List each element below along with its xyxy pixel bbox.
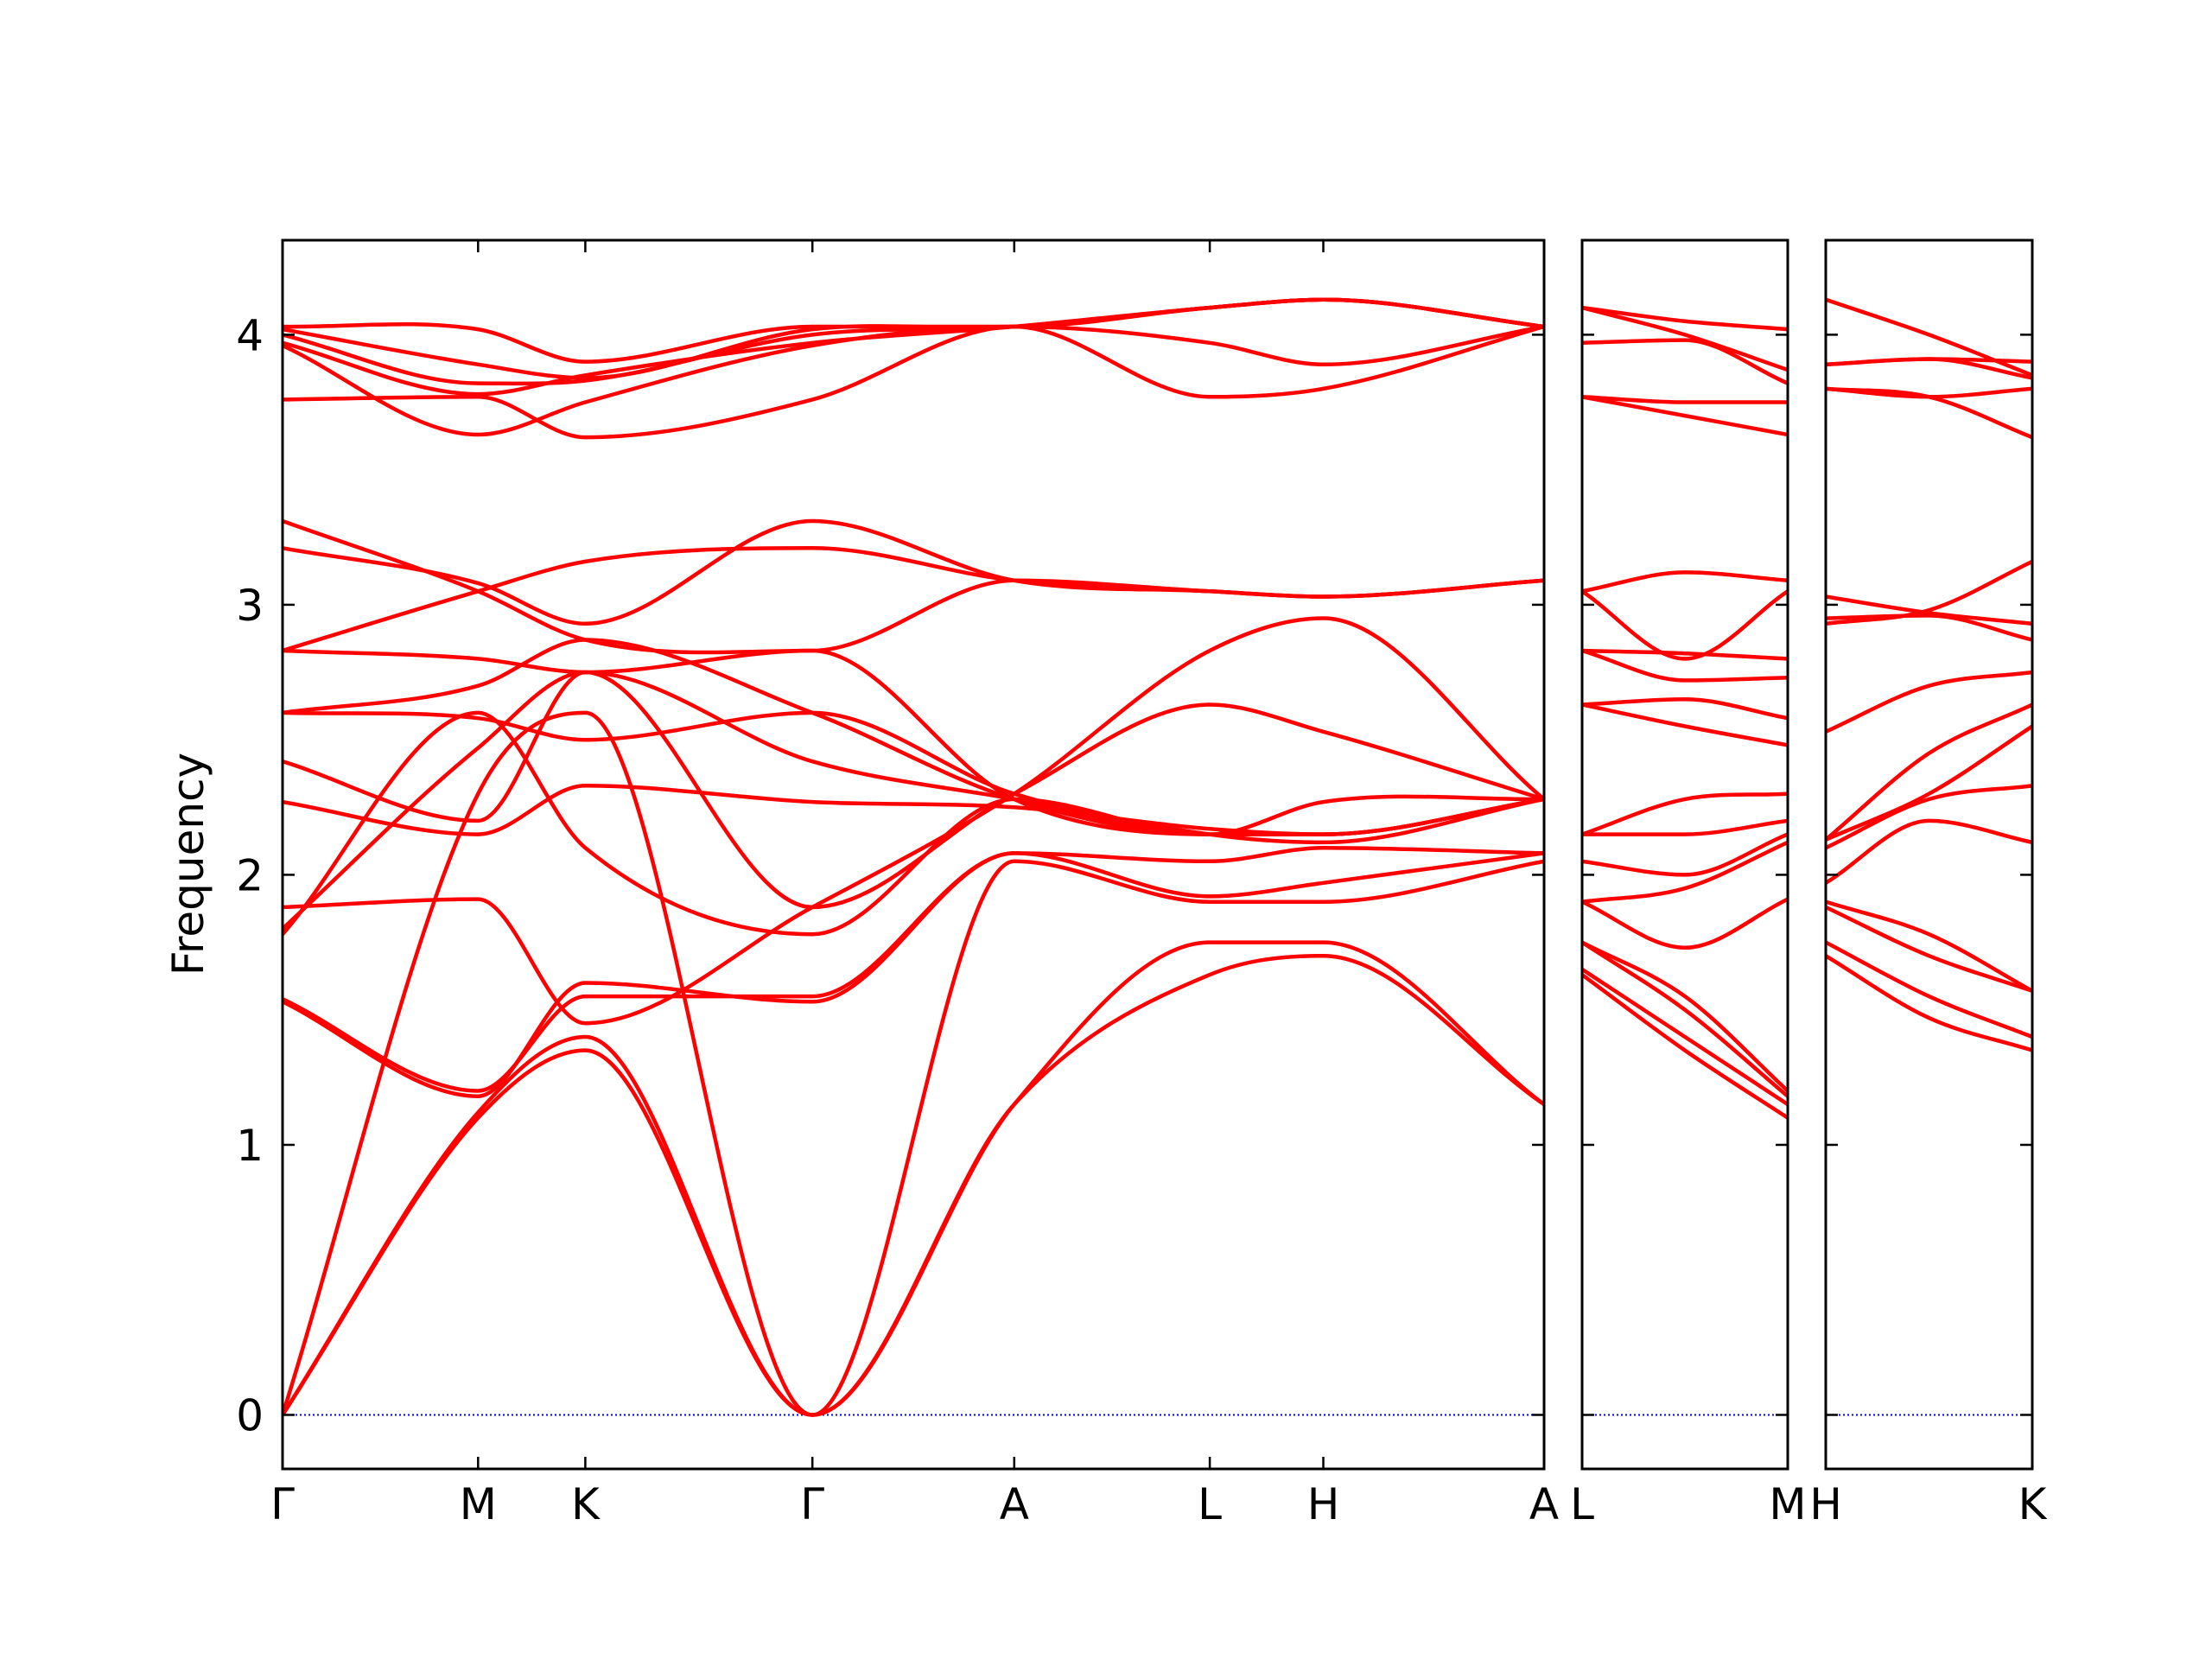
phonon-band-16 <box>1582 395 1788 437</box>
phonon-band-7 <box>1582 832 1788 877</box>
phonon-band-11 <box>1826 613 2032 642</box>
phonon-band-13 <box>283 648 1544 836</box>
phonon-band-4 <box>1826 899 2032 994</box>
band-group <box>283 297 1544 1417</box>
x-tick-label-Γ: Γ <box>800 1479 824 1529</box>
y-axis-label: Frequency <box>163 753 213 976</box>
phonon-band-11 <box>283 710 1544 845</box>
phonon-band-15 <box>1582 589 1788 661</box>
phonon-band-13 <box>1582 648 1788 661</box>
phonon-band-1 <box>1826 953 2032 1052</box>
phonon-band-5 <box>283 845 1544 1093</box>
phonon-band-3 <box>1582 940 1788 1098</box>
y-tick-label: 2 <box>236 850 264 900</box>
x-tick-label-M: M <box>460 1479 497 1529</box>
x-tick-label-A: A <box>1000 1479 1029 1529</box>
x-tick-label-Γ: Γ <box>270 1479 295 1529</box>
phonon-band-4 <box>1582 940 1788 1093</box>
phonon-band-19 <box>1582 305 1788 372</box>
phonon-band-18 <box>1582 338 1788 385</box>
x-tick-label-L: L <box>1198 1479 1222 1529</box>
y-tick-label: 4 <box>236 310 264 360</box>
phonon-band-17 <box>1826 297 2032 378</box>
phonon-band-11 <box>1582 697 1788 721</box>
phonon-band-20 <box>1582 305 1788 332</box>
phonon-band-10 <box>1826 559 2032 626</box>
band-group <box>1826 297 2032 1052</box>
phonon-band-12 <box>1826 594 2032 626</box>
phonon-band-22 <box>283 297 1544 364</box>
phonon-band-17 <box>1582 395 1788 404</box>
phonon-band-6 <box>1826 784 2032 850</box>
phonon-band-5 <box>1582 897 1788 950</box>
phonon-band-7 <box>283 670 1544 931</box>
phonon-band-17 <box>283 324 1544 440</box>
phonon-band-6 <box>283 710 1544 937</box>
x-tick-label-H: H <box>1809 1479 1842 1529</box>
y-tick-label: 3 <box>236 581 264 631</box>
phonon-band-5 <box>1826 818 2032 886</box>
phonon-band-1 <box>1582 972 1788 1120</box>
phonon-band-16 <box>283 518 1544 655</box>
phonon-band-3 <box>1826 905 2032 994</box>
x-tick-label-K: K <box>2018 1479 2048 1529</box>
panel-frame <box>281 238 1546 1471</box>
phonon-band-8 <box>283 616 1544 1026</box>
phonon-band-2 <box>1826 940 2032 1039</box>
phonon-band-14 <box>1826 386 2032 399</box>
phonon-band-2 <box>283 940 1544 1417</box>
y-tick-label: 1 <box>236 1121 264 1171</box>
x-tick-label-H: H <box>1307 1479 1340 1529</box>
x-tick-label-L: L <box>1570 1479 1594 1529</box>
panel-frame <box>1824 238 2034 1471</box>
y-tick-label: 0 <box>236 1390 264 1440</box>
phonon-band-8 <box>1826 702 2032 842</box>
x-tick-label-A: A <box>1529 1479 1559 1529</box>
x-tick-label-M: M <box>1769 1479 1806 1529</box>
phonon-band-4 <box>283 851 1544 1098</box>
x-tick-label-K: K <box>571 1479 601 1529</box>
phonon-band-7 <box>1826 724 2032 842</box>
phonon-band-6 <box>1582 840 1788 904</box>
phonon-band-9 <box>1826 670 2032 734</box>
phonon-band-3 <box>283 710 1544 1417</box>
phonon-band-8 <box>1582 818 1788 836</box>
phonon-band-18 <box>283 324 1544 437</box>
panel-1: Γ M K Γ A L H A 0 1 2 3 4 <box>236 238 1559 1529</box>
phonon-band-2 <box>1582 967 1788 1107</box>
phonon-band-9 <box>1582 791 1788 836</box>
panel-frame <box>1580 238 1789 1471</box>
band-group <box>1582 305 1788 1120</box>
phonon-band-14 <box>1582 570 1788 594</box>
phonon-band-12 <box>1582 648 1788 683</box>
phonon-band-10 <box>1582 702 1788 747</box>
